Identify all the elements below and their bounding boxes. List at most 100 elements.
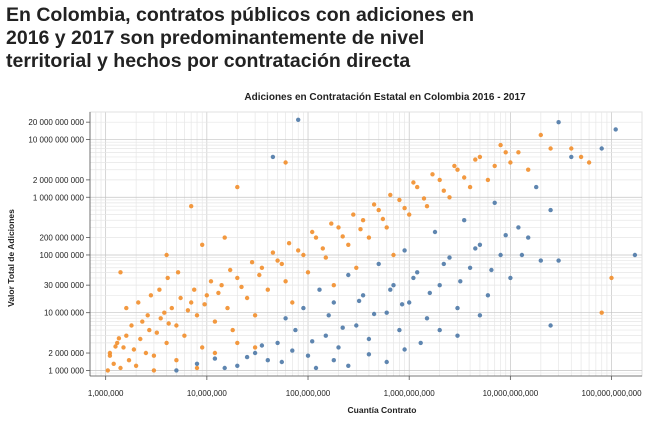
orange-data-point <box>336 225 341 230</box>
blue-data-point <box>270 154 276 160</box>
orange-data-point <box>212 319 218 324</box>
orange-data-point <box>301 252 306 258</box>
blue-data-point <box>283 316 288 321</box>
orange-data-point <box>257 272 262 278</box>
orange-data-point <box>430 172 435 177</box>
orange-data-point <box>516 150 521 155</box>
blue-data-point <box>415 270 420 275</box>
blue-data-point <box>508 275 513 281</box>
blue-data-point <box>259 343 265 348</box>
blue-data-point <box>455 333 460 338</box>
orange-data-point <box>286 241 292 246</box>
orange-data-point <box>113 344 118 349</box>
orange-data-point <box>138 336 143 342</box>
orange-data-point <box>498 142 503 148</box>
x-tick-label: 100,000,000,000 <box>582 389 643 398</box>
blue-data-point <box>346 272 351 278</box>
orange-data-point <box>296 248 301 253</box>
orange-data-point <box>182 333 187 338</box>
blue-data-point <box>360 293 366 298</box>
orange-data-point <box>441 188 446 193</box>
blue-data-point <box>548 323 553 328</box>
orange-data-point <box>586 160 592 165</box>
blue-data-point <box>366 352 372 357</box>
blue-data-point <box>447 255 452 260</box>
y-tick-label: 10 000 000 <box>44 309 85 318</box>
blue-data-point <box>455 305 460 311</box>
orange-data-point <box>424 204 430 209</box>
blue-data-point <box>534 184 539 190</box>
orange-data-point <box>391 252 396 258</box>
orange-data-point <box>358 227 363 232</box>
orange-data-point <box>111 361 116 366</box>
blue-data-point <box>384 359 389 365</box>
headline-line-3: territorial y hechos por contratación di… <box>6 50 411 72</box>
orange-data-point <box>212 350 218 356</box>
orange-data-point <box>194 313 200 318</box>
blue-data-point <box>519 252 525 258</box>
orange-data-point <box>283 160 288 165</box>
orange-data-point <box>351 212 356 217</box>
blue-data-point <box>402 248 407 253</box>
blue-data-point <box>489 267 494 273</box>
blue-data-point <box>526 235 531 240</box>
orange-data-point <box>526 167 531 172</box>
orange-data-point <box>131 347 137 352</box>
orange-data-point <box>397 197 402 203</box>
blue-data-point <box>279 359 284 365</box>
orange-data-point <box>360 218 366 223</box>
blue-data-point <box>613 127 618 132</box>
orange-data-point <box>447 195 452 200</box>
orange-data-point <box>204 293 209 298</box>
blue-data-point <box>336 345 341 350</box>
orange-data-point <box>283 279 288 284</box>
orange-data-point <box>346 242 351 247</box>
orange-data-point <box>354 265 359 270</box>
orange-data-point <box>143 350 149 356</box>
orange-data-point <box>366 235 372 240</box>
chart-title: Adiciones en Contratación Estatal en Col… <box>244 92 526 103</box>
orange-data-point <box>228 267 233 273</box>
orange-data-point <box>185 308 191 313</box>
orange-data-point <box>133 363 139 368</box>
blue-data-point <box>503 233 508 238</box>
blue-data-point <box>569 154 574 160</box>
blue-data-point <box>194 361 200 366</box>
blue-data-point <box>432 229 438 235</box>
y-tick-label: 200 000 000 <box>40 234 85 243</box>
y-tick-label: 1 000 000 <box>48 366 84 375</box>
orange-data-point <box>235 184 240 190</box>
blue-data-point <box>418 340 423 346</box>
blue-data-point <box>441 261 446 267</box>
orange-data-point <box>259 265 265 270</box>
blue-data-point <box>212 356 218 361</box>
orange-data-point <box>124 305 129 311</box>
blue-data-point <box>331 358 336 363</box>
orange-data-point <box>244 295 250 301</box>
orange-data-point <box>169 305 174 311</box>
blue-data-point <box>407 300 412 305</box>
orange-data-point <box>252 313 258 318</box>
orange-data-point <box>219 283 224 288</box>
blue-data-point <box>301 305 306 311</box>
y-tick-label: 1 000 000 000 <box>33 193 85 202</box>
orange-data-point <box>158 316 163 321</box>
blue-data-point <box>397 327 402 333</box>
orange-data-point <box>189 204 194 209</box>
orange-data-point <box>145 313 150 318</box>
blue-data-point <box>599 146 604 151</box>
blue-data-point <box>477 313 483 318</box>
x-tick-label: 1,000,000 <box>88 389 124 398</box>
blue-data-point <box>632 252 638 258</box>
orange-data-point <box>265 287 270 292</box>
blue-data-point <box>313 365 319 371</box>
orange-data-point <box>124 333 129 338</box>
orange-data-point <box>503 150 508 155</box>
blue-data-point <box>462 218 467 223</box>
blue-data-point <box>366 336 372 342</box>
orange-data-point <box>175 270 181 275</box>
y-tick-label: 2 000 000 000 <box>33 176 85 185</box>
orange-data-point <box>492 163 497 169</box>
orange-data-point <box>310 229 315 235</box>
